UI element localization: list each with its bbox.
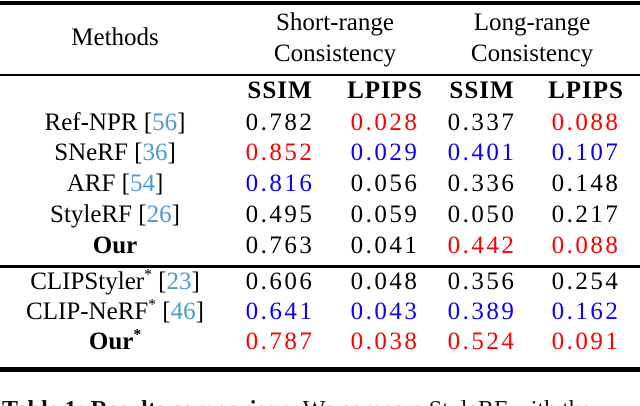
zero-shot-asterisk: * bbox=[144, 266, 152, 284]
method-name: ARF bbox=[66, 170, 116, 197]
value-cell: 0.442 bbox=[447, 232, 517, 259]
value-cell: 0.337 bbox=[447, 109, 517, 136]
value-cell: 0.048 bbox=[350, 268, 420, 295]
citation-link[interactable]: 36 bbox=[142, 139, 168, 166]
value-cell: 0.641 bbox=[245, 298, 315, 325]
method-cell: Ref-NPR [56] bbox=[0, 109, 230, 137]
group-header-short-range: Short-range Consistency bbox=[230, 7, 440, 69]
citation-link[interactable]: 46 bbox=[170, 298, 196, 325]
zero-shot-asterisk: * bbox=[133, 326, 142, 344]
group-header-long-range: Long-range Consistency bbox=[432, 7, 632, 69]
table-caption-clipped: Table 1: Results comparison. We compare … bbox=[2, 397, 640, 406]
table-row: StyleRF [26] 0.495 0.059 0.050 0.217 bbox=[0, 201, 640, 229]
table-row-ours: Our 0.763 0.041 0.442 0.088 bbox=[0, 232, 640, 260]
value-cell: 0.495 bbox=[245, 201, 315, 228]
citation-bracket: ] bbox=[191, 268, 200, 295]
table-row: CLIP-NeRF* [46] 0.641 0.043 0.389 0.162 bbox=[0, 296, 640, 326]
citation-bracket: ] bbox=[177, 109, 186, 136]
metric-header-ssim-long: SSIM bbox=[449, 77, 515, 104]
citation-bracket: ] bbox=[154, 170, 164, 197]
value-cell: 0.401 bbox=[447, 139, 517, 166]
value-cell: 0.091 bbox=[551, 328, 621, 355]
citation-link[interactable]: 26 bbox=[146, 201, 172, 228]
group-header-line1: Short-range bbox=[275, 9, 395, 36]
value-cell: 0.336 bbox=[447, 170, 517, 197]
metric-header-ssim-short: SSIM bbox=[247, 77, 313, 104]
method-name: StyleRF bbox=[50, 201, 133, 228]
citation-bracket: [ bbox=[138, 201, 147, 228]
column-header-methods: Methods bbox=[71, 24, 159, 51]
metric-header-lpips-short: LPIPS bbox=[347, 77, 423, 104]
group-header-line2: Consistency bbox=[470, 40, 594, 67]
value-cell: 0.050 bbox=[447, 201, 517, 228]
value-cell: 0.524 bbox=[447, 328, 517, 355]
value-cell: 0.816 bbox=[245, 170, 315, 197]
method-cell: StyleRF [26] bbox=[0, 201, 230, 229]
method-name: Ref-NPR bbox=[44, 109, 138, 136]
caption-title: Table 1: Results comparison. bbox=[2, 397, 297, 406]
method-name: SNeRF bbox=[54, 139, 128, 166]
value-cell: 0.254 bbox=[551, 268, 621, 295]
table-row: Ref-NPR [56] 0.782 0.028 0.337 0.088 bbox=[0, 109, 640, 137]
value-cell: 0.029 bbox=[350, 139, 420, 166]
group-header-line2: Consistency bbox=[273, 40, 397, 67]
value-cell: 0.763 bbox=[245, 232, 315, 259]
value-cell: 0.059 bbox=[350, 201, 420, 228]
table-row: SNeRF [36] 0.852 0.029 0.401 0.107 bbox=[0, 139, 640, 167]
value-cell: 0.088 bbox=[551, 232, 621, 259]
citation-bracket: ] bbox=[195, 298, 204, 325]
header-mid-rule bbox=[0, 74, 640, 76]
method-cell: CLIP-NeRF* [46] bbox=[0, 296, 230, 326]
method-cell: ARF [54] bbox=[0, 170, 230, 198]
value-cell: 0.041 bbox=[350, 232, 420, 259]
table-row-ours-star: Our* 0.787 0.038 0.524 0.091 bbox=[0, 326, 640, 356]
value-cell: 0.043 bbox=[350, 298, 420, 325]
table-row: CLIPStyler* [23] 0.606 0.048 0.356 0.254 bbox=[0, 266, 640, 296]
zero-shot-asterisk: * bbox=[148, 296, 157, 314]
citation-bracket: ] bbox=[167, 139, 176, 166]
method-name: CLIPStyler bbox=[30, 268, 145, 295]
citation-bracket: [ bbox=[158, 268, 167, 295]
method-name: Our bbox=[92, 232, 138, 259]
value-cell: 0.356 bbox=[447, 268, 517, 295]
citation-link[interactable]: 23 bbox=[166, 268, 192, 295]
citation-link[interactable]: 54 bbox=[129, 170, 155, 197]
value-cell: 0.162 bbox=[551, 298, 621, 325]
value-cell: 0.056 bbox=[350, 170, 420, 197]
value-cell: 0.028 bbox=[350, 109, 420, 136]
table-row: ARF [54] 0.816 0.056 0.336 0.148 bbox=[0, 170, 640, 198]
citation-bracket: [ bbox=[162, 298, 171, 325]
method-cell: CLIPStyler* [23] bbox=[0, 266, 230, 296]
metric-header-lpips-long: LPIPS bbox=[548, 77, 624, 104]
section-divider-rule bbox=[0, 265, 640, 268]
method-cell: SNeRF [36] bbox=[0, 139, 230, 167]
value-cell: 0.107 bbox=[551, 139, 621, 166]
caption-text: We compare StyleRF with the bbox=[297, 397, 592, 406]
value-cell: 0.389 bbox=[447, 298, 517, 325]
value-cell: 0.088 bbox=[551, 109, 621, 136]
value-cell: 0.606 bbox=[245, 268, 315, 295]
table-top-rule bbox=[0, 1, 640, 5]
group-header-line1: Long-range bbox=[473, 9, 591, 36]
method-name: CLIP-NeRF bbox=[26, 298, 149, 325]
citation-bracket: [ bbox=[143, 109, 153, 136]
citation-bracket: [ bbox=[134, 139, 143, 166]
method-cell: Our bbox=[0, 232, 230, 260]
value-cell: 0.782 bbox=[245, 109, 315, 136]
table-bottom-rule bbox=[0, 367, 640, 372]
method-cell: Our* bbox=[0, 326, 230, 356]
value-cell: 0.852 bbox=[245, 139, 315, 166]
citation-bracket: ] bbox=[171, 201, 180, 228]
citation-bracket: [ bbox=[121, 170, 130, 197]
value-cell: 0.787 bbox=[245, 328, 315, 355]
method-name: Our bbox=[88, 328, 134, 355]
metric-header-row: SSIM LPIPS SSIM LPIPS bbox=[0, 77, 640, 105]
value-cell: 0.148 bbox=[551, 170, 621, 197]
citation-link[interactable]: 56 bbox=[152, 109, 178, 136]
value-cell: 0.038 bbox=[350, 328, 420, 355]
value-cell: 0.217 bbox=[551, 201, 621, 228]
